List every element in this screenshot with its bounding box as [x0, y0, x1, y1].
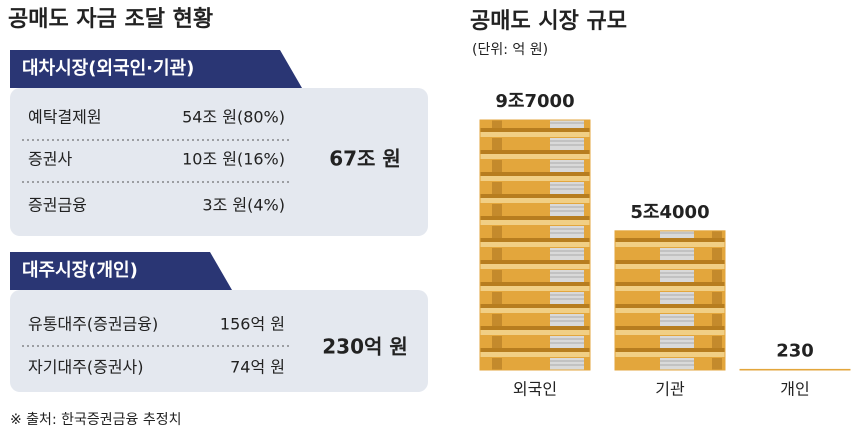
- row-value: 3조 원(4%): [202, 196, 285, 215]
- chart-title: 공매도 시장 규모: [470, 9, 627, 34]
- row-value: 10조 원(16%): [182, 150, 285, 169]
- money-stack: [739, 368, 851, 371]
- row-value: 156억 원: [220, 315, 285, 334]
- value-label: 230: [776, 340, 814, 361]
- source: ※ 출처: 한국증권금융 추정치: [10, 412, 181, 428]
- category-label: 개인: [780, 380, 809, 399]
- category-label: 외국인: [513, 380, 557, 399]
- row-label: 유통대주(증권금융): [28, 315, 158, 334]
- row-label: 증권금융: [28, 196, 87, 215]
- category-label: 기관: [655, 380, 685, 399]
- row-value: 54조 원(80%): [182, 108, 285, 127]
- section-title: 대차시장(외국인·기관): [22, 58, 194, 79]
- row-label: 증권사: [28, 150, 72, 169]
- section-total: 67조 원: [329, 147, 401, 171]
- section-tab: [10, 50, 302, 88]
- row-label: 자기대주(증권사): [28, 358, 144, 377]
- section-title: 대주시장(개인): [22, 260, 138, 281]
- section-total: 230억 원: [322, 335, 408, 359]
- value-label: 5조4000: [630, 202, 709, 223]
- section-box: [10, 290, 428, 392]
- row-label: 예탁결제원: [28, 108, 102, 127]
- money-stack: [479, 119, 591, 371]
- section-box: [10, 88, 428, 236]
- money-stack: [614, 230, 726, 371]
- value-label: 9조7000: [495, 91, 574, 112]
- row-value: 74억 원: [230, 358, 285, 377]
- section-tab: [10, 252, 232, 290]
- chart-subtitle: (단위: 억 원): [472, 42, 548, 58]
- panel-title: 공매도 자금 조달 현황: [8, 7, 213, 32]
